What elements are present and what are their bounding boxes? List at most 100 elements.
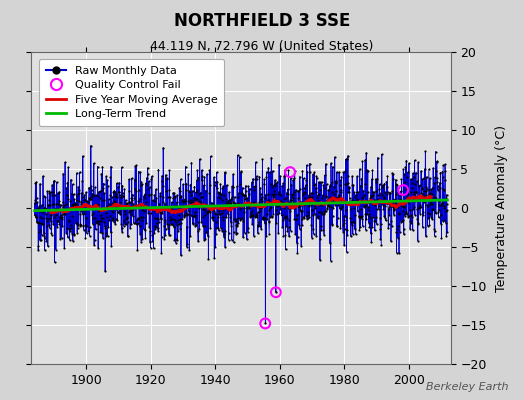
Point (211, 179, 219, 185)
Point (158, 178, 166, 184)
Point (241, 230, 249, 236)
Point (364, 204, 373, 210)
Point (183, 244, 191, 250)
Point (363, 168, 371, 174)
Point (409, 227, 417, 234)
Point (336, 189, 345, 195)
Point (84, 194, 93, 201)
Point (71, 201, 79, 208)
Point (340, 213, 348, 219)
Point (288, 194, 297, 201)
Point (266, 204, 274, 211)
Point (75, 211, 84, 217)
Point (208, 206, 216, 212)
Point (105, 204, 114, 210)
Point (102, 210, 110, 216)
Point (115, 189, 123, 196)
Point (92, 219, 100, 226)
Point (440, 187, 448, 193)
Point (301, 195, 309, 201)
Point (130, 204, 138, 211)
Point (58, 216, 66, 222)
Point (215, 190, 224, 196)
Point (192, 189, 200, 195)
Point (54, 206, 63, 212)
Point (177, 220, 185, 226)
Point (274, 230, 282, 236)
Point (200, 174, 209, 180)
Point (209, 204, 217, 210)
Point (339, 228, 347, 235)
Point (50, 177, 59, 184)
Point (59, 170, 68, 177)
Point (150, 192, 159, 198)
Point (379, 202, 387, 208)
Point (220, 234, 228, 240)
Point (418, 196, 427, 202)
Point (311, 202, 319, 209)
Point (326, 257, 335, 264)
Point (236, 204, 245, 210)
Point (49, 201, 57, 207)
Point (39, 230, 48, 236)
Point (121, 208, 129, 214)
Point (345, 188, 353, 195)
Point (410, 190, 419, 197)
Point (260, 220, 269, 226)
Point (429, 206, 438, 213)
Point (261, 320, 269, 327)
Point (104, 205, 112, 211)
Point (142, 220, 150, 226)
Point (350, 204, 358, 211)
Point (285, 167, 293, 174)
Point (43, 243, 52, 249)
Point (194, 228, 202, 234)
Point (182, 210, 190, 217)
Point (198, 177, 206, 184)
Point (114, 209, 122, 215)
Point (98, 187, 106, 194)
Point (397, 218, 406, 225)
Point (167, 220, 176, 227)
Point (87, 194, 95, 201)
Point (375, 197, 383, 204)
Point (66, 237, 74, 243)
Point (384, 225, 392, 232)
Point (385, 203, 394, 210)
Point (359, 194, 367, 200)
Point (156, 215, 165, 221)
Point (421, 194, 429, 200)
Point (405, 206, 413, 213)
Point (388, 188, 396, 194)
Point (88, 193, 96, 199)
Point (106, 229, 115, 236)
Point (116, 208, 125, 214)
Point (98, 164, 106, 170)
Point (147, 191, 155, 197)
Point (51, 214, 60, 220)
Point (438, 200, 446, 207)
Point (257, 196, 266, 203)
Point (139, 214, 147, 220)
Point (438, 234, 446, 241)
Point (294, 188, 302, 194)
Point (34, 218, 42, 225)
Point (142, 198, 150, 205)
Point (124, 233, 132, 240)
Point (184, 171, 192, 178)
Point (255, 199, 264, 206)
Point (375, 203, 384, 209)
Point (146, 244, 155, 251)
Point (183, 224, 191, 230)
Point (46, 189, 54, 196)
Point (288, 194, 296, 201)
Point (397, 188, 405, 195)
Point (379, 194, 388, 201)
Point (34, 246, 42, 253)
Point (433, 178, 442, 185)
Point (255, 174, 264, 180)
Point (301, 185, 309, 191)
Point (52, 179, 61, 185)
Point (118, 190, 127, 196)
Point (314, 212, 322, 219)
